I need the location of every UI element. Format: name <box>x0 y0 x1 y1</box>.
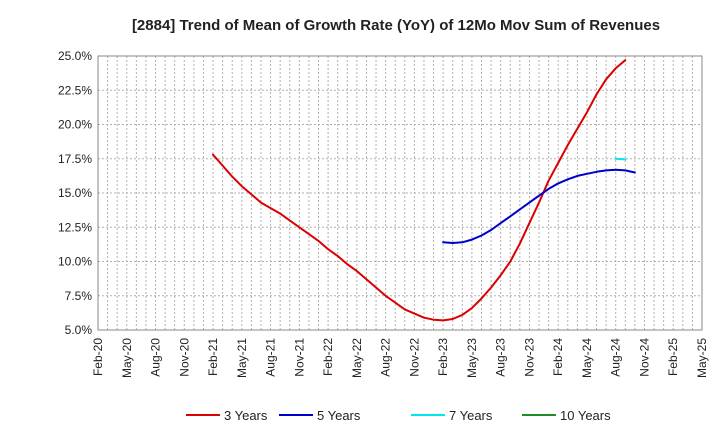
x-tick-label: Feb-24 <box>551 338 565 376</box>
x-tick-label: Feb-22 <box>321 338 335 376</box>
series-line-0 <box>212 59 627 322</box>
x-tick-label: Aug-20 <box>149 338 163 377</box>
x-tick-label: Nov-21 <box>292 338 306 377</box>
x-tick-label: Aug-21 <box>264 338 278 377</box>
legend-label: 3 Years <box>224 408 268 423</box>
x-axis: Feb-20 May-20 Aug-20 Nov-20 Feb-21 May-21 Aug-… <box>91 338 709 378</box>
x-tick-label: Nov-22 <box>407 338 421 377</box>
x-tick-label: May-21 <box>235 338 249 378</box>
legend: 3 Years 5 Years 7 Years 10 Years <box>186 408 611 423</box>
x-tick-label: May-20 <box>120 338 134 378</box>
x-tick-label: Feb-25 <box>666 338 680 376</box>
x-tick-label: May-22 <box>350 338 364 378</box>
x-tick-label: Nov-20 <box>177 338 191 377</box>
x-tick-label: Feb-20 <box>91 338 105 376</box>
x-tick-label: Nov-24 <box>637 338 651 377</box>
x-tick-label: May-25 <box>695 338 709 378</box>
y-tick-label: 15.0% <box>58 186 92 200</box>
series-line-1 <box>442 168 636 244</box>
y-tick-label: 12.5% <box>58 220 92 234</box>
legend-label: 5 Years <box>317 408 361 423</box>
series-line-2 <box>614 157 627 161</box>
chart-title: [2884] Trend of Mean of Growth Rate (YoY… <box>132 17 660 34</box>
y-tick-label: 25.0% <box>58 49 92 63</box>
y-tick-label: 17.5% <box>58 152 92 166</box>
x-tick-label: May-23 <box>465 338 479 378</box>
x-tick-label: Aug-23 <box>494 338 508 377</box>
x-tick-label: Aug-24 <box>609 338 623 377</box>
y-tick-label: 7.5% <box>65 289 93 303</box>
y-tick-label: 10.0% <box>58 255 92 269</box>
x-tick-label: Feb-23 <box>436 338 450 376</box>
y-tick-label: 5.0% <box>65 323 93 337</box>
x-tick-label: May-24 <box>580 338 594 378</box>
y-axis: 5.0% 7.5% 10.0% 12.5% 15.0% 17.5% 20.0% 22.5% 25… <box>58 49 92 337</box>
legend-label: 10 Years <box>560 408 611 423</box>
grid <box>97 55 703 331</box>
x-tick-label: Aug-22 <box>379 338 393 377</box>
series-layer <box>212 59 636 322</box>
y-tick-label: 22.5% <box>58 83 92 97</box>
y-tick-label: 20.0% <box>58 118 92 132</box>
x-tick-label: Feb-21 <box>206 338 220 376</box>
x-tick-label: Nov-23 <box>522 338 536 377</box>
plot-area-border <box>97 55 703 331</box>
legend-label: 7 Years <box>449 408 493 423</box>
